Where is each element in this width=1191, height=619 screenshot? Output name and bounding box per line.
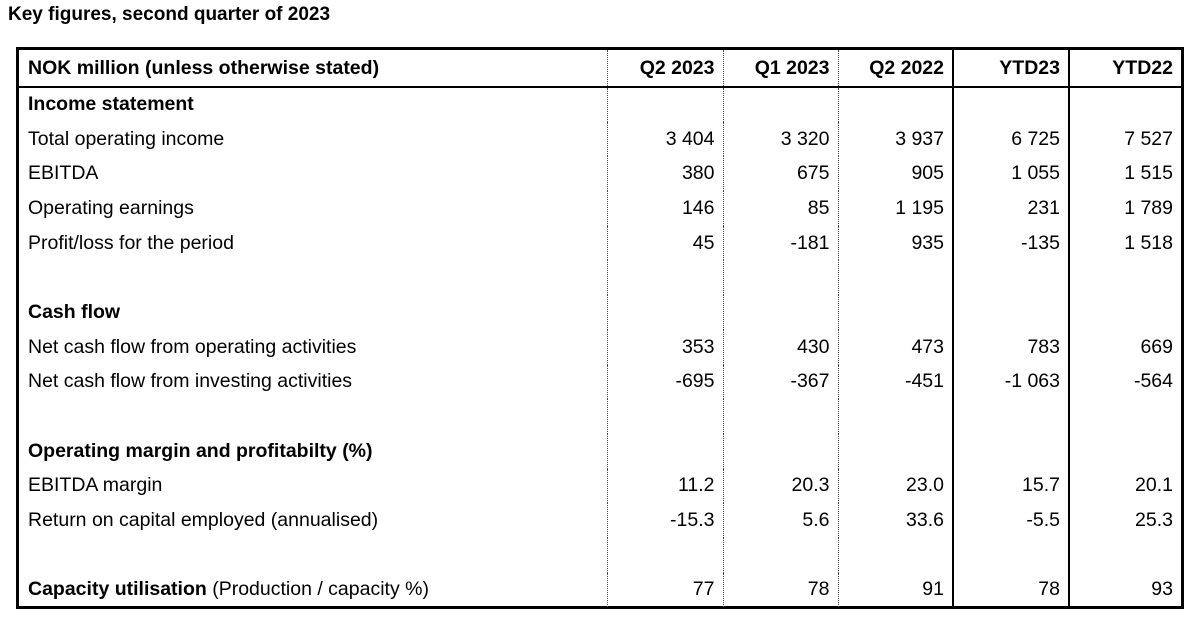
cell-value: 231	[953, 191, 1070, 226]
header-col-ytd23: YTD23	[953, 50, 1070, 88]
cell-value: 3 937	[838, 121, 954, 157]
page-title: Key figures, second quarter of 2023	[8, 4, 331, 25]
spacer-row	[19, 537, 1181, 573]
cell-value: 33.6	[838, 503, 954, 538]
cell-value: -564	[1133, 370, 1173, 393]
cell-value: 783	[953, 329, 1070, 365]
cell-value: -367	[723, 364, 839, 400]
row-label: Net cash flow from investing activities	[19, 364, 608, 400]
spacer-row	[19, 260, 1181, 296]
cell-value: 25.3	[1135, 509, 1173, 532]
cell-value: 669	[1140, 335, 1173, 358]
row-label: Net cash flow from operating activities	[19, 329, 608, 365]
cell-value: 45	[607, 225, 724, 261]
cell-value: 23.0	[838, 468, 954, 504]
cell-value: -451	[838, 364, 954, 400]
header-label: NOK million (unless otherwise stated)	[19, 50, 608, 88]
cell-value: 20.1	[1135, 474, 1173, 497]
cell-value: 78	[953, 572, 1070, 608]
section-heading: Operating margin and profitabilty (%)	[19, 433, 608, 469]
cell-value: 905	[838, 156, 954, 192]
key-figures-table: NOK million (unless otherwise stated) Q2…	[16, 47, 1184, 609]
cell-value: 78	[723, 572, 839, 608]
spacer-row	[19, 399, 1181, 434]
section-heading: Income statement	[19, 87, 608, 122]
cell-value: 93	[1151, 578, 1173, 601]
cell-value: 1 195	[838, 191, 954, 226]
table-row: Total operating income 3 404 3 320 3 937…	[19, 121, 1181, 157]
cell-value: 473	[838, 329, 954, 365]
cell-value: -15.3	[607, 503, 724, 538]
header-col-q1-2023: Q1 2023	[723, 50, 839, 88]
cell-value: 15.7	[953, 468, 1070, 504]
cell-value: 1 515	[1124, 162, 1173, 185]
cell-value: 935	[838, 225, 954, 261]
row-label: Total operating income	[19, 121, 608, 157]
cell-value: -695	[607, 364, 724, 400]
table-row: Net cash flow from investing activities …	[19, 364, 1181, 400]
cell-value: 430	[723, 329, 839, 365]
table-row: Capacity utilisation (Production / capac…	[19, 572, 1181, 608]
header-col-q2-2023: Q2 2023	[607, 50, 724, 88]
cell-value: 20.3	[723, 468, 839, 504]
section-heading: Cash flow	[19, 295, 608, 330]
row-label: Return on capital employed (annualised)	[19, 503, 608, 538]
table-row: Return on capital employed (annualised) …	[19, 503, 1181, 538]
row-label: Capacity utilisation (Production / capac…	[19, 572, 608, 608]
cell-value: 7 527	[1124, 127, 1173, 150]
cell-value: 11.2	[607, 468, 724, 504]
cell-value: 85	[723, 191, 839, 226]
section-heading-row: Income statement	[19, 87, 1181, 122]
capacity-label-bold: Capacity utilisation	[28, 578, 207, 601]
table-row: EBITDA margin 11.2 20.3 23.0 15.7 20.1	[19, 468, 1181, 504]
cell-value: 1 055	[953, 156, 1070, 192]
section-heading-row: Cash flow	[19, 295, 1181, 330]
header-row: NOK million (unless otherwise stated) Q2…	[19, 50, 1181, 88]
cell-value: 3 320	[723, 121, 839, 157]
row-label: Profit/loss for the period	[19, 225, 608, 261]
table-row: Operating earnings 146 85 1 195 231 1 78…	[19, 191, 1181, 226]
cell-value: 1 518	[1124, 231, 1173, 254]
cell-value: 675	[723, 156, 839, 192]
section-heading-row: Operating margin and profitabilty (%)	[19, 433, 1181, 469]
cell-value: 91	[838, 572, 954, 608]
row-label: EBITDA	[19, 156, 608, 192]
cell-value: 5.6	[723, 503, 839, 538]
cell-value: -135	[953, 225, 1070, 261]
header-col-q2-2022: Q2 2022	[838, 50, 954, 88]
cell-value: -1 063	[953, 364, 1070, 400]
row-label: Operating earnings	[19, 191, 608, 226]
cell-value: -5.5	[953, 503, 1070, 538]
cell-value: 77	[607, 572, 724, 608]
table-row: EBITDA 380 675 905 1 055 1 515	[19, 156, 1181, 192]
cell-value: 380	[607, 156, 724, 192]
cell-value: -181	[723, 225, 839, 261]
row-label: EBITDA margin	[19, 468, 608, 504]
cell-value: 146	[607, 191, 724, 226]
capacity-label-rest: (Production / capacity %)	[206, 578, 429, 601]
key-figures-grid: NOK million (unless otherwise stated) Q2…	[19, 50, 1181, 608]
cell-value: 6 725	[953, 121, 1070, 157]
cell-value: 1 789	[1124, 196, 1173, 219]
table-row: Profit/loss for the period 45 -181 935 -…	[19, 225, 1181, 261]
table-row: Net cash flow from operating activities …	[19, 329, 1181, 365]
header-col-ytd22: YTD22	[1069, 50, 1181, 88]
cell-value: 353	[607, 329, 724, 365]
cell-value: 3 404	[607, 121, 724, 157]
